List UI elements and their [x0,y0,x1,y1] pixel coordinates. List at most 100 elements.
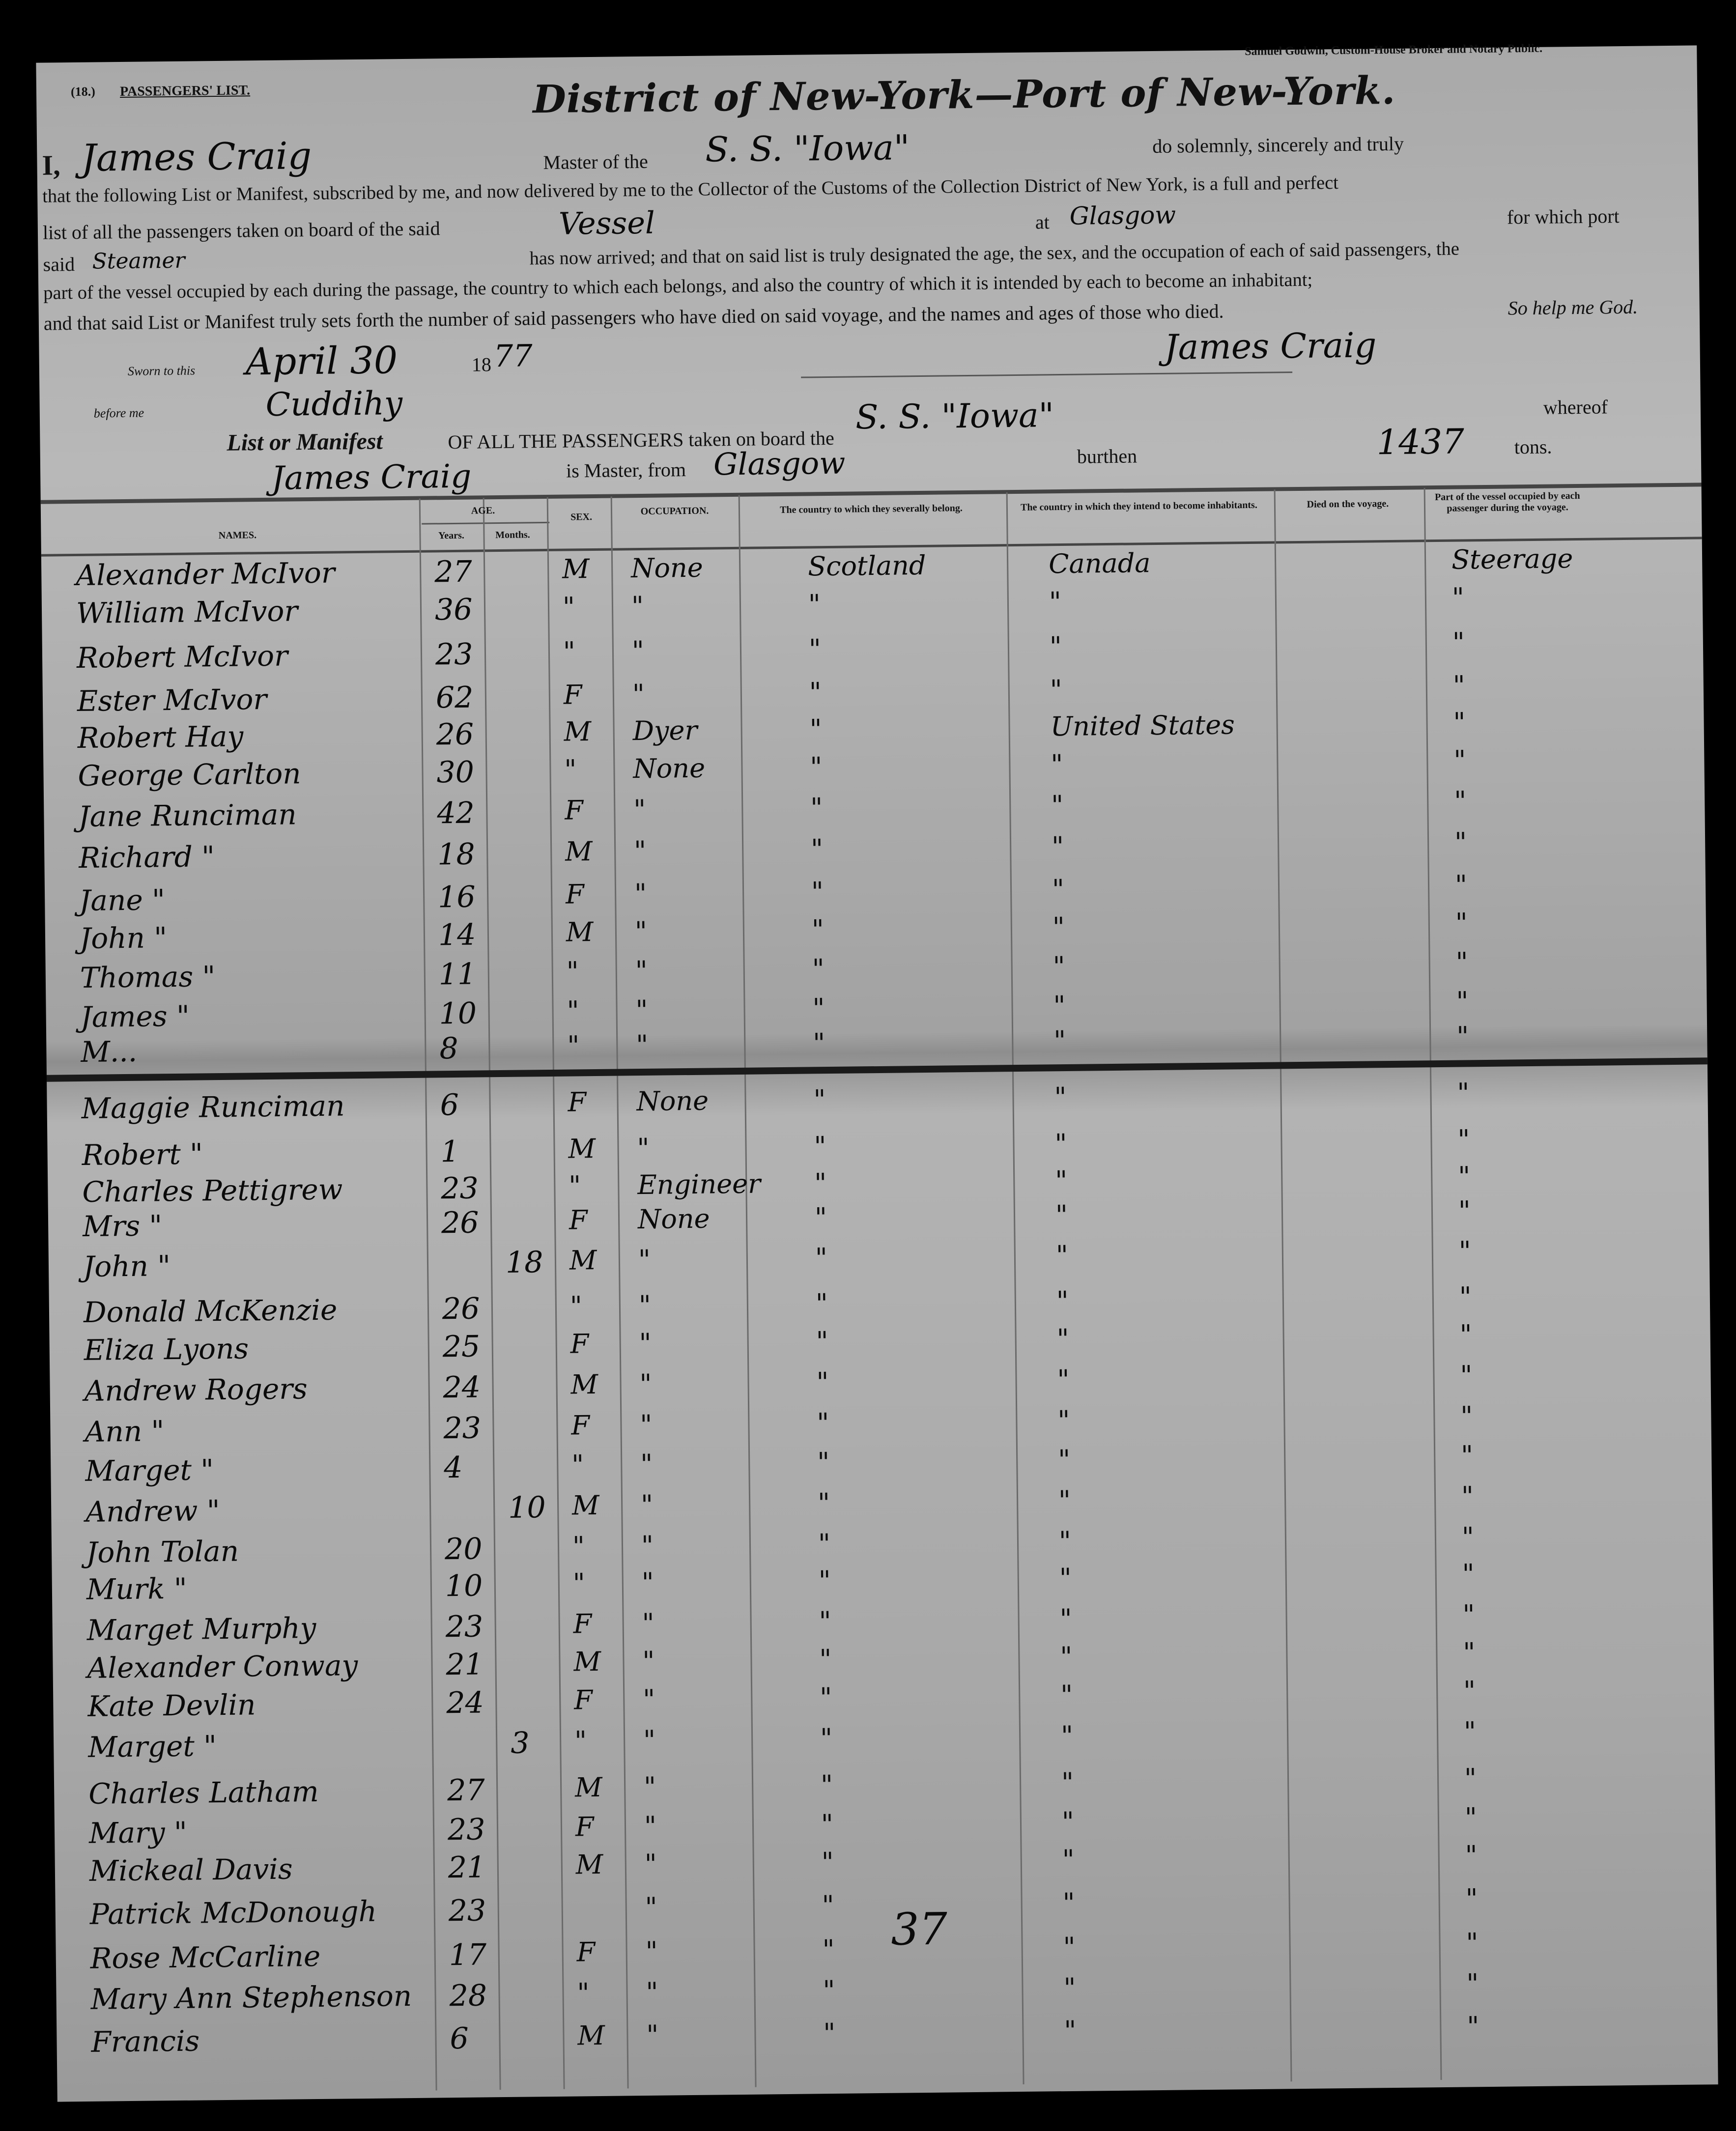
part-of-vessel: " [1453,785,1467,817]
sex: M [573,1646,601,1677]
sex: F [563,679,582,710]
sex: M [569,1244,597,1276]
occupation: None [637,1203,710,1235]
country-belong: " [821,1847,834,1878]
said-label: said [43,253,75,276]
occupation: " [636,1029,649,1061]
occupation: " [631,635,645,667]
age-years: 26 [442,1291,480,1327]
age-years: 27 [447,1773,485,1808]
part-of-vessel: " [1453,707,1466,738]
occupation: " [640,1409,653,1441]
passenger-name: John Tolan [85,1534,239,1569]
year-suffix-handwritten: 77 [493,338,533,374]
part-of-vessel: " [1463,1716,1477,1747]
part-of-vessel: " [1455,946,1468,978]
age-years: 1 [440,1134,460,1169]
part-of-vessel: Steerage [1451,543,1573,575]
occupation: " [644,1810,657,1842]
sex: M [570,1368,598,1400]
passenger-name: William McIvor [76,594,298,630]
occupation: None [630,552,704,584]
age-years: 26 [441,1205,479,1241]
age-years: 24 [443,1370,481,1405]
occupation: " [642,1607,655,1639]
age-years: 6 [440,1087,459,1123]
from-port-handwritten: Glasgow [713,445,846,483]
manifest-ship-name: S. S. "Iowa" [855,396,1054,437]
occupation: " [639,1368,652,1400]
country-intend: " [1055,1239,1069,1271]
col-occupation: OCCUPATION. [640,505,709,517]
tons-label: tons. [1514,435,1552,458]
part-of-vessel: " [1454,869,1468,901]
oath-line3-start: list of all the passengers taken on boar… [42,217,440,244]
country-intend: " [1060,1641,1073,1673]
country-intend: " [1054,1165,1068,1196]
part-of-vessel: " [1457,1124,1470,1155]
country-belong: " [822,1934,835,1965]
passenger-name: John " [83,1249,171,1283]
passenger-name: Andrew Rogers [84,1372,308,1408]
country-belong: " [820,1769,833,1801]
master-signature: James Craig [1164,325,1377,368]
occupation: " [634,878,647,909]
country-belong: " [822,1890,834,1921]
at-label: at [1035,211,1050,233]
sex: F [576,1936,596,1968]
vessel-handwritten: Vessel [558,204,655,242]
country-belong: " [819,1606,831,1637]
occupation: " [643,1724,656,1756]
part-of-vessel: " [1466,1927,1479,1959]
passenger-name: Charles Pettigrew [82,1172,343,1209]
passenger-name: Ann " [85,1414,165,1449]
country-intend: " [1063,1931,1076,1963]
country-intend: " [1058,1525,1072,1557]
age-years: 23 [435,637,473,672]
master-of-label: Master of the [543,150,649,174]
age-years: 23 [443,1411,482,1446]
notary-signature: Cuddihy [265,384,403,424]
country-intend: " [1060,1679,1073,1711]
passenger-name: John " [79,921,168,955]
part-of-vessel: " [1465,1883,1478,1914]
country-belong: " [810,792,823,824]
country-belong: " [818,1528,831,1560]
column-rule [1423,488,1442,2080]
country-belong: " [817,1487,830,1519]
part-of-vessel: " [1459,1281,1472,1312]
part-of-vessel: " [1456,1021,1469,1052]
col-sex: SEX. [570,511,593,523]
occupation: Dyer [632,714,698,747]
sex: " [574,1725,587,1757]
country-belong: " [809,677,822,708]
sex: " [569,1170,581,1201]
country-intend: " [1053,1024,1066,1056]
part-of-vessel: " [1458,1235,1472,1267]
country-intend: " [1051,830,1064,862]
passenger-name: Ester McIvor [77,682,267,718]
ship-name-handwritten: S. S. "Iowa" [705,127,910,170]
country-intend: " [1050,674,1063,706]
part-of-vessel: " [1465,1840,1478,1871]
port-handwritten: Glasgow [1069,200,1176,230]
country-intend: " [1059,1562,1072,1594]
age-months: 3 [510,1726,530,1761]
age-subheader-rule [422,521,550,525]
passenger-name: Marget " [87,1729,217,1764]
country-belong: " [815,1288,828,1319]
oath-line6: and that said List or Manifest truly set… [43,300,1224,335]
sex: F [565,879,584,910]
country-intend: United States [1050,709,1235,742]
sworn-label: Sworn to this [127,363,196,378]
passenger-name: Andrew " [85,1494,220,1529]
col-country-belong: The country to which they severally belo… [780,503,963,516]
before-me-label: before me [93,405,144,421]
part-of-vessel: " [1453,744,1466,776]
sex: F [568,1086,587,1118]
part-of-vessel: " [1462,1558,1475,1590]
col-part-of-vessel: Part of the vessel occupied by each pass… [1434,490,1580,514]
manifest-master-name: James Craig [271,457,472,497]
passenger-name: James " [80,999,190,1034]
is-master-from-label: is Master, from [566,458,686,482]
